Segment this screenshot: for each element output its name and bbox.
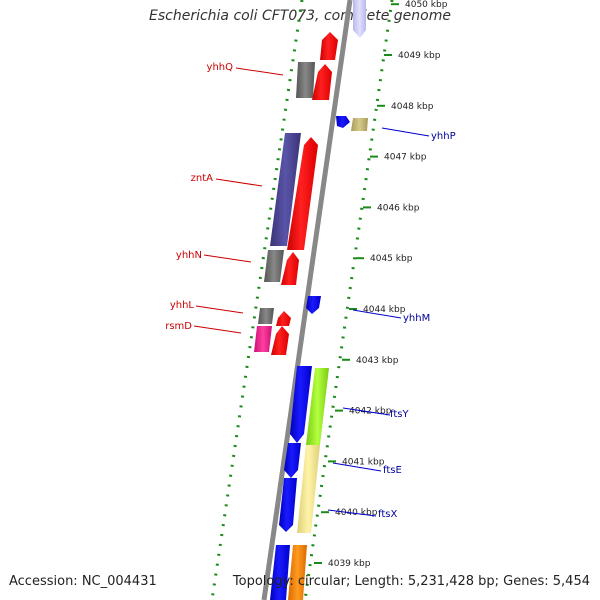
scale-tick-label: 4041 kbp	[342, 457, 385, 467]
gene-label-rsmD: rsmD	[165, 321, 192, 332]
gene-cream	[297, 445, 320, 533]
gene-label-yhhM: yhhM	[403, 313, 430, 324]
label-line-ftsX	[327, 509, 377, 517]
scale-tick-label: 4050 kbp	[405, 0, 448, 10]
gene-orange-bottom	[288, 545, 307, 600]
scale-tick-label: 4048 kbp	[391, 102, 434, 112]
genome-backbone	[261, 0, 353, 600]
gene-yhhN-red	[281, 252, 299, 285]
scale-ticks: 4050 kbp 4049 kbp 4048 kbp 4047 kbp 4046 kbp…	[314, 0, 448, 569]
gene-label-yhhQ: yhhQ	[207, 62, 234, 73]
gene-label-zntA: zntA	[191, 173, 214, 184]
outer-dotted-guide	[303, 0, 394, 600]
label-line-yhhL	[195, 305, 244, 314]
scale-tick-label: 4044 kbp	[363, 305, 406, 315]
gene-label-yhhP: yhhP	[431, 131, 456, 142]
accession-text: Accession: NC_004431	[9, 574, 157, 589]
inner-dotted-guide	[210, 0, 304, 600]
gene-yhhQ-gray	[296, 62, 315, 98]
label-line-yhhM	[352, 309, 402, 319]
gene-pale-top	[353, 0, 366, 38]
gene-yhhN-gray	[264, 250, 284, 282]
gene-ftsX-blue	[279, 478, 297, 532]
gene-label-ftsY: ftsY	[390, 409, 409, 420]
scale-tick-label: 4049 kbp	[398, 51, 441, 61]
label-line-yhhN	[203, 254, 252, 263]
gene-yhhP-olive	[351, 118, 368, 131]
label-line-rsmD	[193, 325, 242, 334]
scale-tick-label: 4039 kbp	[328, 559, 371, 569]
gene-yhhL-red	[276, 311, 291, 326]
gene-yhhQ-red	[312, 64, 332, 100]
label-line-ftsY	[342, 407, 391, 416]
scale-tick-label: 4043 kbp	[356, 356, 399, 366]
gene-zntA-purple	[270, 133, 301, 246]
gene-rsmD-red	[271, 326, 289, 355]
genome-summary-text: Topology: circular; Length: 5,231,428 bp…	[232, 574, 590, 589]
gene-ftsY-blue	[290, 366, 312, 443]
label-line-zntA	[215, 178, 263, 187]
gene-blue-bottom	[270, 545, 290, 600]
label-line-ftsE	[332, 462, 382, 472]
label-line-yhhQ	[235, 67, 284, 76]
gene-red-1	[320, 32, 338, 60]
gene-rsmD-pink	[254, 326, 272, 352]
scale-tick-label: 4047 kbp	[384, 153, 427, 163]
gene-ftsE-blue	[284, 443, 301, 478]
gene-yhhM-blue	[306, 296, 321, 314]
gene-label-ftsX: ftsX	[378, 509, 397, 520]
gene-ftsY-green	[306, 368, 329, 445]
gene-features	[254, 0, 368, 600]
gene-label-ftsE: ftsE	[383, 465, 402, 476]
gene-yhhP-blue	[336, 116, 350, 128]
gene-zntA-red	[287, 137, 318, 250]
gene-yhhL-gray	[258, 308, 274, 324]
label-line-yhhP	[381, 127, 430, 137]
gene-label-yhhN: yhhN	[176, 250, 202, 261]
scale-tick-label: 4045 kbp	[370, 254, 413, 264]
gene-labels: yhhQ yhhP zntA yhhN yhhL rsmD yhhM ftsY …	[165, 62, 455, 520]
gene-label-lines	[193, 67, 430, 517]
map-title: Escherichia coli CFT073, complete genome	[149, 8, 451, 24]
scale-tick-label: 4046 kbp	[377, 203, 420, 213]
gene-label-yhhL: yhhL	[170, 300, 195, 311]
